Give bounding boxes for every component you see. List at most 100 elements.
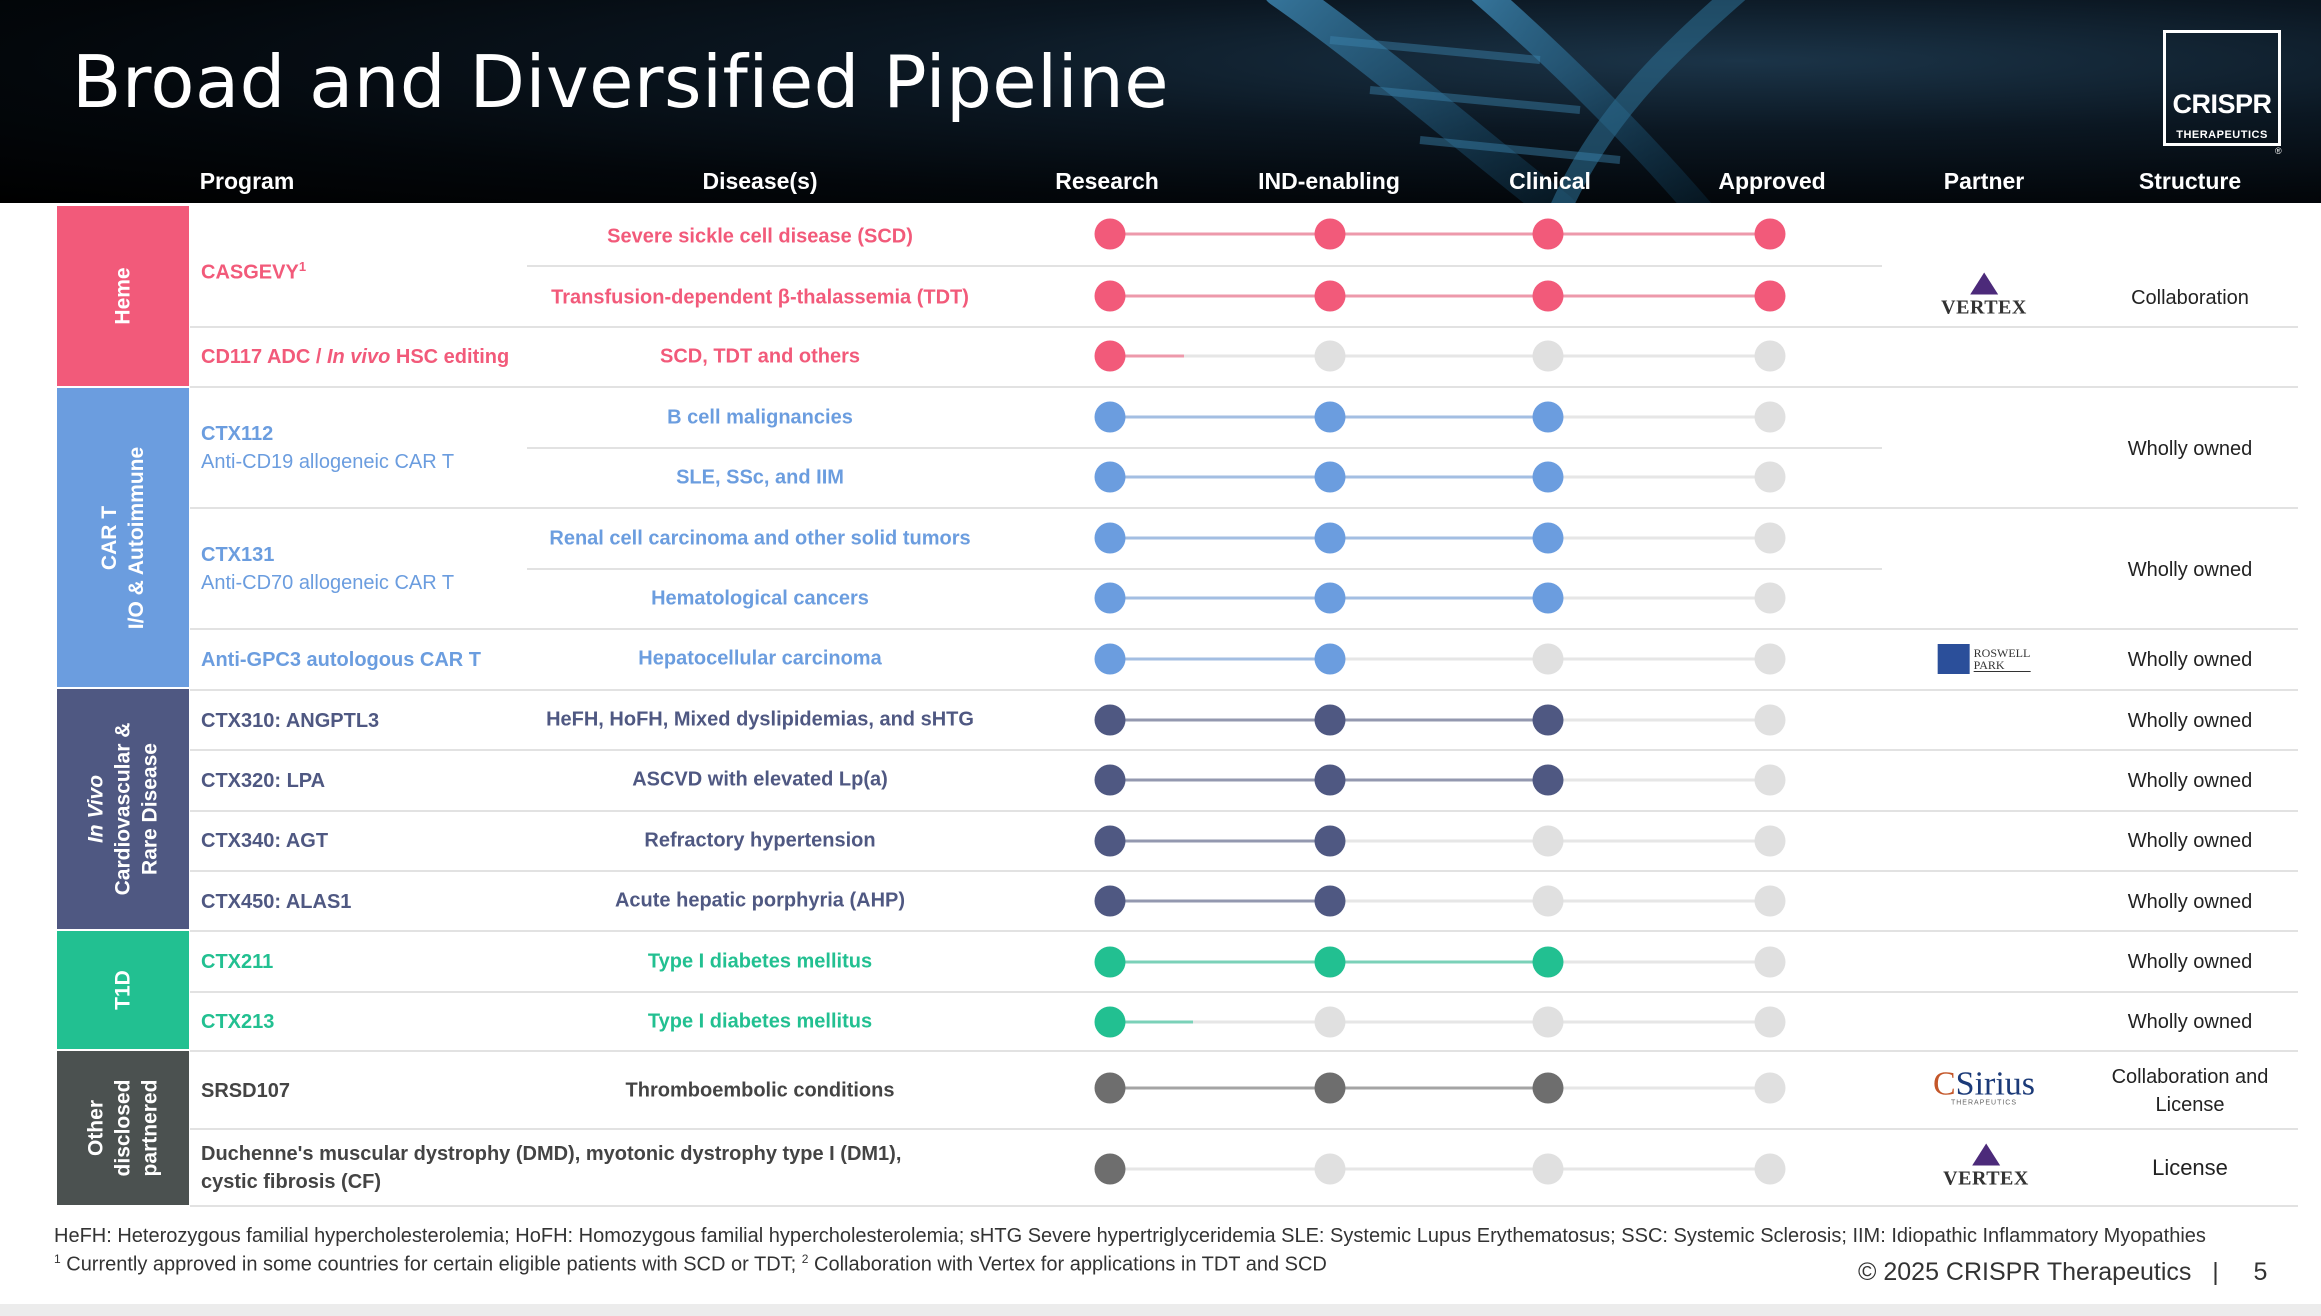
vertex-triangle-icon [1970, 272, 1998, 295]
category-in-vivo-text-1: In Vivo [84, 774, 108, 844]
stage-dot-ind-enabling [1314, 764, 1346, 796]
row-divider [190, 991, 2298, 993]
stage-dot-clinical [1532, 946, 1564, 978]
category-other: Other disclosed partnered [57, 1051, 189, 1205]
pipeline-track-background [1110, 839, 1770, 843]
program-ctx131-sub: Anti-CD70 allogeneic CAR T [201, 572, 455, 594]
stage-dot-approved [1754, 401, 1786, 433]
roswell-park-wordmark: ROSWELL PARK [1973, 647, 2031, 672]
col-header-clinical: Clinical [1509, 168, 1591, 194]
structure-collab-license-line2: License [2155, 1094, 2225, 1116]
col-header-disease: Disease(s) [702, 168, 818, 194]
stage-dot-clinical [1532, 280, 1564, 312]
pipeline-progress-bar [1110, 232, 1770, 236]
disease-label: Hepatocellular carcinoma [638, 647, 882, 670]
stage-dot-ind-enabling [1314, 280, 1346, 312]
sirius-subtitle: THERAPEUTICS [1950, 1099, 2018, 1107]
category-heme: Heme [57, 206, 189, 386]
stage-dot-ind-enabling [1314, 218, 1346, 250]
stage-dot-clinical [1532, 401, 1564, 433]
pipeline-track-background [1110, 354, 1770, 358]
footnote-2-marker: 2 [801, 1252, 809, 1266]
pipeline-progress-bar [1110, 657, 1330, 661]
category-t1d-text: T1D [111, 970, 135, 1010]
stage-dot-clinical [1532, 1153, 1564, 1185]
stage-dot-clinical [1532, 1006, 1564, 1038]
program-ctx112: CTX112 Anti-CD19 allogeneic CAR T [201, 420, 454, 476]
stage-dot-clinical [1532, 582, 1564, 614]
category-in-vivo-text-2: Cardiovascular & [111, 722, 135, 896]
pipeline-progress-bar [1110, 354, 1185, 358]
stage-dot-clinical [1532, 643, 1564, 675]
stage-dot-approved [1754, 582, 1786, 614]
stage-dot-research [1094, 218, 1126, 250]
stage-dot-research [1094, 1153, 1126, 1185]
disease-label: ASCVD with elevated Lp(a) [632, 768, 888, 791]
stage-dot-ind-enabling [1314, 704, 1346, 736]
program-ctx213: CTX213 [201, 1011, 275, 1033]
stage-dot-ind-enabling [1314, 461, 1346, 493]
category-heme-label: Heme [110, 267, 137, 324]
disease-label: SLE, SSc, and IIM [676, 466, 844, 489]
stage-dot-approved [1754, 885, 1786, 917]
logo-wordmark: CRISPR [2172, 89, 2272, 119]
col-header-ind-enabling: IND-enabling [1258, 168, 1400, 194]
stage-dot-approved [1754, 825, 1786, 857]
program-anti-gpc3: Anti-GPC3 autologous CAR T [201, 649, 481, 671]
roswell-line2: PARK [1973, 657, 2005, 672]
category-in-vivo-text-3: Rare Disease [138, 743, 162, 875]
category-other-text-3: partnered [138, 1079, 162, 1177]
col-header-partner: Partner [1943, 168, 2025, 194]
footnote-1-text: Currently approved in some countries for… [60, 1253, 802, 1276]
stage-dot-research [1094, 340, 1126, 372]
stage-dot-clinical [1532, 885, 1564, 917]
stage-dot-research [1094, 461, 1126, 493]
bottom-bar [0, 1304, 2321, 1316]
pipeline-track-background [1110, 899, 1770, 903]
page-title: Broad and Diversified Pipeline [72, 40, 1170, 124]
category-car-t-text-2: I/O & Autoimmune [125, 446, 148, 629]
structure-wholly-owned-gpc3: Wholly owned [2127, 649, 2253, 671]
row-divider [190, 1205, 2298, 1207]
partner-sirius-logo: CSirius THERAPEUTICS [1933, 1067, 2035, 1107]
structure-wholly-owned-ctx450: Wholly owned [2127, 891, 2253, 913]
disease-label: Acute hepatic porphyria (AHP) [614, 889, 906, 912]
stage-dot-approved [1754, 946, 1786, 978]
col-header-approved: Approved [1718, 168, 1826, 194]
logo-subtitle: THERAPEUTICS [2176, 129, 2268, 141]
structure-collaboration-and-license: Collaboration and License [2112, 1063, 2269, 1119]
disease-label: Renal cell carcinoma and other solid tum… [549, 527, 971, 550]
row-divider [190, 1050, 2298, 1052]
stage-dot-clinical [1532, 340, 1564, 372]
stage-dot-ind-enabling [1314, 885, 1346, 917]
row-divider [190, 507, 2298, 509]
program-casgevy-name: CASGEVY [201, 261, 299, 284]
crispr-logo: CRISPR THERAPEUTICS [2163, 30, 2281, 146]
program-ctx131-name: CTX131 [201, 544, 275, 566]
program-ctx310: CTX310: ANGPTL3 [201, 710, 380, 732]
footnote-2-text: Collaboration with Vertex for applicatio… [808, 1253, 1327, 1276]
stage-dot-approved [1754, 704, 1786, 736]
stage-dot-ind-enabling [1314, 340, 1346, 372]
structure-collab-license-line1: Collaboration and [2111, 1066, 2269, 1088]
program-casgevy: CASGEVY1 [201, 253, 306, 287]
program-dmd-line2: cystic fibrosis (CF) [201, 1171, 382, 1193]
stage-dot-clinical [1532, 461, 1564, 493]
category-other-label: Other disclosed partnered [83, 1080, 164, 1177]
partner-roswell-park-logo: ROSWELL PARK [1937, 644, 2031, 674]
category-other-text-2: disclosed [111, 1079, 135, 1177]
structure-wholly-owned-ctx320: Wholly owned [2127, 770, 2253, 792]
structure-wholly-owned-ctx340: Wholly owned [2127, 830, 2253, 852]
roswell-park-icon [1937, 644, 1970, 674]
col-header-program: Program [199, 168, 295, 194]
program-ctx112-name: CTX112 [201, 423, 274, 445]
category-car-t: CAR T I/O & Autoimmune [57, 388, 189, 687]
stage-dot-ind-enabling [1314, 1153, 1346, 1185]
stage-dot-clinical [1532, 704, 1564, 736]
disease-label: Transfusion-dependent β-thalassemia (TDT… [551, 286, 969, 309]
pipeline-track-background [1110, 657, 1770, 661]
category-t1d-label: T1D [110, 970, 137, 1010]
structure-wholly-owned-ctx131: Wholly owned [2127, 559, 2253, 581]
program-dmd-line1: Duchenne's muscular dystrophy (DMD), myo… [201, 1143, 902, 1165]
disease-label: B cell malignancies [667, 406, 853, 429]
